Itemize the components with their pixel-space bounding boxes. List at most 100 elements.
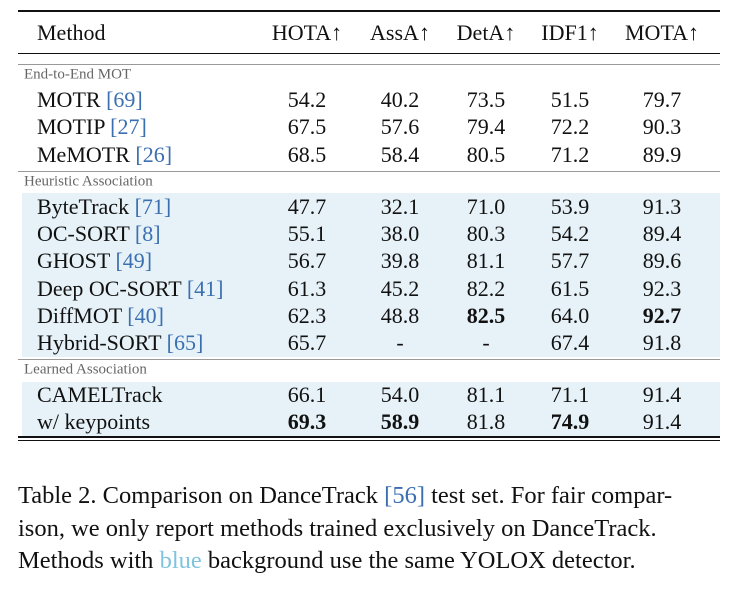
column-header: IDF1↑ (541, 20, 599, 45)
column-header: MOTA↑ (624, 20, 700, 45)
value-cell: 89.9 (642, 141, 682, 167)
citation: [27] (110, 114, 147, 140)
value-cell: 61.3 (287, 275, 327, 301)
method-name: Hybrid-SORT (37, 330, 167, 356)
method-cell: Hybrid-SORT [65] (37, 330, 203, 356)
value-cell: 53.9 (550, 193, 590, 219)
value-cell: 66.1 (287, 382, 327, 408)
value-cell: 80.5 (466, 141, 506, 167)
value-cell: 57.7 (550, 248, 590, 274)
group-rule (18, 64, 720, 65)
group-rule (18, 359, 720, 361)
method-name: ByteTrack (37, 193, 135, 219)
value-cell: - (482, 330, 490, 356)
caption-text: ison, we only report methods trained exc… (18, 514, 657, 542)
caption-text: Table 2. Comparison on DanceTrack (18, 482, 385, 509)
method-name: DiffMOT (37, 302, 128, 328)
group-label: Heuristic Association (24, 173, 153, 190)
citation: [8] (134, 220, 161, 246)
value-cell: 73.5 (466, 87, 506, 112)
header-rule (18, 53, 720, 54)
value-cell: 91.3 (642, 193, 682, 219)
value-cell: 89.6 (642, 248, 682, 274)
value-cell: 45.2 (380, 275, 420, 301)
method-cell: DiffMOT [40] (37, 303, 164, 329)
value-cell: 57.6 (380, 114, 420, 140)
value-cell: 91.4 (642, 409, 682, 435)
value-cell: 92.3 (642, 275, 682, 301)
value-cell: 81.8 (466, 409, 506, 435)
bottom-rule (18, 440, 720, 442)
value-cell: 38.0 (380, 220, 420, 246)
citation: [69] (106, 87, 143, 112)
value-cell: 39.8 (380, 248, 420, 274)
value-cell: 71.0 (466, 193, 506, 219)
shade (22, 193, 720, 357)
method-name: w/ keypoints (37, 409, 151, 435)
value-cell: 81.1 (466, 382, 506, 408)
method-cell: ByteTrack [71] (37, 194, 171, 220)
value-cell: 69.3 (287, 409, 327, 435)
value-cell: 55.1 (287, 220, 327, 246)
method-cell: CAMELTrack (37, 382, 163, 408)
column-header: HOTA↑ (271, 20, 343, 45)
citation: [40] (127, 302, 164, 328)
value-cell: 71.2 (550, 141, 590, 167)
citation: [41] (186, 275, 224, 301)
value-cell: 91.4 (642, 382, 682, 408)
value-cell: 58.4 (380, 141, 420, 167)
value-cell: 48.8 (380, 302, 420, 328)
value-cell: 79.7 (642, 87, 682, 112)
value-cell: 67.5 (287, 114, 327, 140)
value-cell: 54.2 (287, 87, 327, 112)
method-cell: Deep OC-SORT [41] (37, 276, 223, 302)
method-name: GHOST (37, 248, 116, 274)
caption-text: background use the same YOLOX detector. (201, 547, 636, 574)
citation: [49] (115, 248, 153, 274)
top-rule (18, 10, 720, 12)
column-header: AssA↑ (370, 20, 430, 45)
shade (22, 381, 720, 437)
caption-line: Table 2. Comparison on DanceTrack [56] t… (18, 480, 672, 512)
caption-text: [56] (384, 482, 425, 509)
caption-text: Methods with (18, 547, 160, 574)
value-cell: 58.9 (380, 409, 420, 435)
value-cell: 90.3 (642, 114, 682, 140)
method-name: Deep OC-SORT (37, 275, 187, 301)
citation: [71] (134, 193, 172, 219)
method-name: OC-SORT (37, 220, 135, 246)
value-cell: 67.4 (550, 330, 590, 356)
value-cell: 61.5 (550, 275, 590, 301)
citation: [26] (135, 141, 173, 167)
bottom-rule (18, 436, 720, 439)
value-cell: 92.7 (642, 302, 682, 328)
method-cell: GHOST [49] (37, 248, 152, 274)
method-name: MOTIP (37, 114, 111, 140)
value-cell: 54.2 (550, 220, 590, 246)
value-cell: 56.7 (287, 248, 327, 274)
value-cell: 64.0 (550, 302, 590, 328)
citation: [65] (166, 330, 204, 356)
column-header: Method (37, 20, 106, 45)
method-cell: OC-SORT [8] (37, 221, 161, 247)
group-label: End-to-End MOT (24, 66, 132, 83)
value-cell: 62.3 (287, 302, 327, 328)
value-cell: 72.2 (550, 114, 590, 140)
group-rule (18, 170, 720, 172)
value-cell: 82.2 (466, 275, 506, 301)
value-cell: 32.1 (380, 193, 420, 219)
method-cell: MOTIP [27] (37, 114, 147, 140)
value-cell: 74.9 (550, 409, 590, 435)
method-cell: MeMOTR [26] (37, 142, 172, 168)
method-name: MOTR (37, 87, 107, 112)
caption-text: test set. For fair compar- (425, 482, 673, 509)
column-header: DetA↑ (456, 20, 516, 45)
value-cell: 65.7 (287, 330, 327, 356)
value-cell: 54.0 (380, 382, 420, 408)
value-cell: 89.4 (642, 220, 682, 246)
value-cell: 51.5 (550, 87, 590, 112)
value-cell: 82.5 (466, 302, 506, 328)
value-cell: - (396, 330, 404, 356)
value-cell: 91.8 (642, 330, 682, 356)
